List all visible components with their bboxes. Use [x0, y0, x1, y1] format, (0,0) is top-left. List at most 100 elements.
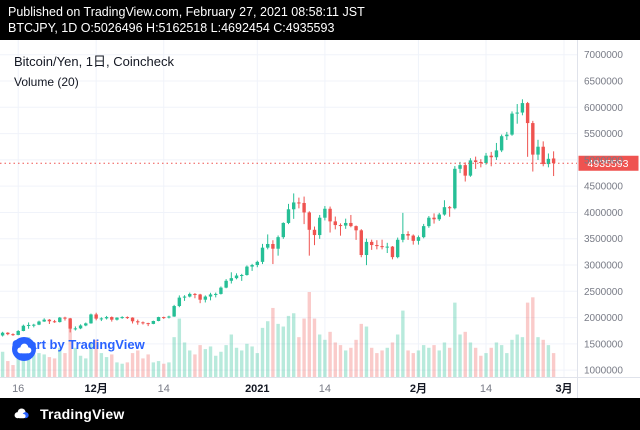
volume-bar	[515, 334, 519, 377]
volume-bar	[323, 339, 327, 377]
candle-body	[338, 225, 343, 227]
candle-body	[84, 323, 88, 326]
candle-body	[484, 155, 488, 164]
candle-body	[146, 323, 150, 325]
candle-body	[224, 280, 228, 288]
chart-area[interactable]: 4935593 7000000 6500000 6000000 5500000 5000…	[0, 40, 640, 398]
price-axis-label: 7000000	[584, 50, 623, 61]
candle-body	[47, 319, 52, 322]
volume-bar	[484, 353, 488, 377]
price-axis-label: 4000000	[584, 208, 623, 219]
volume-bar	[250, 346, 254, 377]
candle-body	[167, 316, 171, 318]
volume-bar	[110, 354, 114, 377]
volume-bar	[146, 354, 150, 377]
tradingview-watermark[interactable]: Chart by TradingView	[12, 337, 145, 361]
volume-bar	[312, 318, 317, 377]
candle-body	[349, 222, 353, 227]
time-axis[interactable]: 16 12月 14 2021 14 2月 14 3月	[12, 382, 572, 395]
volume-bar	[47, 357, 52, 377]
volume-bar	[162, 363, 166, 377]
volume-bar	[281, 326, 286, 377]
watermark-label: Chart by TradingView	[12, 337, 145, 352]
candle-body	[489, 155, 493, 158]
volume-bar	[520, 337, 525, 377]
volume-indicator-legend[interactable]: Volume (20)	[14, 75, 79, 89]
volume-bar	[406, 350, 410, 377]
volume-bar	[208, 346, 213, 377]
volume-bar	[11, 365, 15, 377]
price-axis[interactable]: 7000000 6500000 6000000 5500000 5000000 45000…	[584, 50, 623, 376]
volume-bar	[479, 355, 483, 377]
candle-body	[302, 202, 306, 213]
symbol-legend[interactable]: Bitcoin/Yen, 1日, Coincheck	[14, 54, 174, 69]
volume-bar	[0, 351, 5, 377]
volume-bar	[395, 334, 400, 377]
candle-body	[193, 293, 197, 295]
volume-bar	[546, 345, 551, 377]
candle-body	[266, 243, 270, 248]
candle-body	[271, 243, 275, 249]
chart-legend: Bitcoin/Yen, 1日, Coincheck Volume (20)	[14, 51, 174, 89]
tradingview-cloud-icon	[14, 408, 29, 419]
price-axis-label: 6000000	[584, 103, 623, 114]
candle-body	[447, 207, 452, 209]
candle-body	[219, 287, 223, 294]
candle-body	[515, 112, 519, 114]
candle-body	[364, 241, 369, 256]
candle-body	[463, 165, 467, 176]
volume-bar	[73, 347, 78, 377]
candle-body	[78, 325, 83, 329]
volume-bar	[421, 345, 426, 377]
volume-bar	[68, 321, 72, 377]
volume-bar	[364, 326, 369, 377]
volume-bar	[317, 334, 322, 377]
candle-body	[479, 161, 483, 164]
volume-bar	[167, 362, 171, 377]
candle-body	[525, 103, 530, 124]
candle-body	[89, 314, 93, 324]
candle-body	[359, 230, 363, 256]
candle-body	[255, 261, 260, 266]
volume-bar	[125, 362, 130, 377]
volume-bar	[245, 343, 249, 377]
volume-bar	[16, 355, 20, 377]
volume-bar	[473, 347, 478, 377]
price-axis-label: 1000000	[584, 366, 623, 377]
volume-bar	[198, 345, 202, 377]
footer-brand[interactable]: TradingView	[40, 406, 125, 422]
candle-body	[401, 233, 405, 240]
volume-bar	[151, 362, 156, 377]
volume-bar	[291, 313, 296, 377]
volume-bar	[416, 350, 421, 377]
candle-body	[73, 328, 78, 330]
candle-body	[110, 317, 114, 320]
price-axis-label: 4500000	[584, 182, 623, 193]
volume-bar	[385, 347, 389, 377]
candle-body	[307, 212, 311, 230]
volume-bar	[224, 345, 228, 377]
volume-bar	[499, 345, 504, 377]
volume-bar	[531, 297, 535, 377]
volume-bar	[271, 307, 275, 377]
volume-bar	[120, 363, 124, 377]
volume-bar	[188, 350, 192, 377]
candle-body	[125, 317, 130, 319]
candle-body	[214, 293, 218, 295]
volume-bar	[333, 342, 337, 377]
candle-body	[162, 317, 166, 319]
candle-body	[141, 322, 145, 324]
candles	[0, 99, 556, 337]
candle-body	[6, 332, 10, 335]
volume-bar	[84, 358, 88, 377]
candle-body	[395, 239, 400, 258]
candle-body	[276, 237, 280, 249]
candle-body	[494, 150, 499, 158]
candle-body	[58, 317, 62, 323]
volume-bar	[380, 350, 384, 377]
volume-bar	[432, 345, 436, 377]
volume-bar	[172, 337, 176, 377]
candle-body	[234, 275, 239, 279]
candle-body	[499, 136, 504, 151]
candle-body	[229, 278, 234, 281]
